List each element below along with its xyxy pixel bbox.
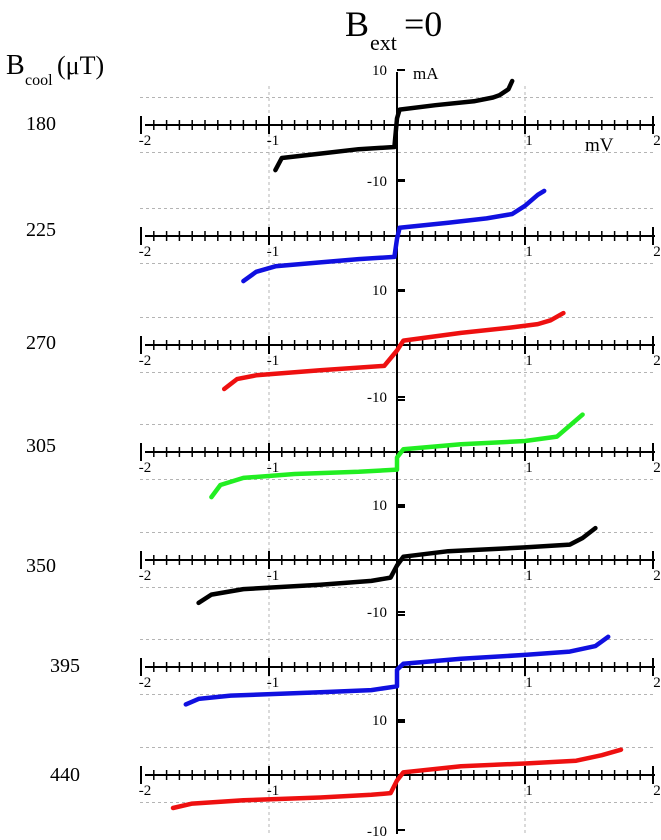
iv-curve-440 <box>170 747 624 811</box>
row-header-sub: cool <box>25 72 53 89</box>
x-tick-label: -2 <box>139 568 152 584</box>
x-tick-label: -2 <box>139 675 152 691</box>
x-tick-label: 1 <box>525 783 533 799</box>
x-tick-label: 1 <box>525 675 533 691</box>
row-header: B cool (μT) <box>6 50 104 89</box>
chart-title: B ext =0 <box>345 4 442 55</box>
x-tick-label: -1 <box>267 675 280 691</box>
x-tick-label: -2 <box>139 353 152 369</box>
x-tick-label: 2 <box>653 244 661 260</box>
iv-curve-225 <box>241 188 547 284</box>
panel-label-bcool: 395 <box>50 655 80 677</box>
x-tick-label: 2 <box>653 353 661 369</box>
x-tick-label: -1 <box>267 244 280 260</box>
row-header-main: B <box>6 50 25 81</box>
iv-curve-395 <box>183 634 611 707</box>
x-tick-label: 2 <box>653 783 661 799</box>
row-header-tail: (μT) <box>57 51 104 80</box>
x-unit-label: mV <box>585 135 614 156</box>
x-tick-label: 1 <box>525 353 533 369</box>
x-tick-label: -1 <box>267 353 280 369</box>
iv-curve-350 <box>196 525 598 606</box>
panel-label-bcool: 350 <box>26 555 56 577</box>
y-tick-label: 10 <box>372 283 387 299</box>
iv-curve-180 <box>273 78 515 173</box>
x-tick-label: -1 <box>267 568 280 584</box>
title-sub: ext <box>370 30 397 55</box>
x-tick-label: 1 <box>525 133 533 149</box>
x-tick-label: -2 <box>139 783 152 799</box>
x-tick-label: 2 <box>653 568 661 584</box>
y-tick-label: -10 <box>367 605 387 621</box>
x-tick-label: -2 <box>139 244 152 260</box>
y-tick-label: 10 <box>372 713 387 729</box>
y-tick-label: 10 <box>372 498 387 514</box>
x-tick-label: -1 <box>267 133 280 149</box>
iv-curves <box>170 78 624 811</box>
x-tick-label: -2 <box>139 460 152 476</box>
tick-and-panel-labels: 10 -10 10 -10 10 -10 10 -10 -2 -1 1 2 180 -2 -1 1 2 225 -2… <box>26 63 661 840</box>
title-tail: =0 <box>404 4 442 44</box>
x-tick-label: 2 <box>653 133 661 149</box>
x-tick-label: 1 <box>525 568 533 584</box>
x-tick-label: -2 <box>139 133 152 149</box>
y-tick-label: -10 <box>367 390 387 406</box>
y-tick-label: 10 <box>372 63 387 79</box>
panel-label-bcool: 225 <box>26 219 56 241</box>
x-tick-label: -1 <box>267 460 280 476</box>
axes <box>140 69 655 834</box>
panel-label-bcool: 305 <box>26 435 56 457</box>
x-tick-label: 1 <box>525 244 533 260</box>
title-main: B <box>345 4 369 44</box>
x-tick-label: 1 <box>525 460 533 476</box>
x-tick-label: 2 <box>653 675 661 691</box>
panel-label-bcool: 180 <box>26 113 56 135</box>
x-tick-label: -1 <box>267 783 280 799</box>
x-tick-label: 2 <box>653 460 661 476</box>
y-tick-label: -10 <box>367 824 387 840</box>
panel-label-bcool: 440 <box>50 764 80 786</box>
y-unit-label: mA <box>413 64 439 83</box>
iv-curve-270 <box>221 310 566 392</box>
panel-label-bcool: 270 <box>26 332 56 354</box>
y-tick-label: -10 <box>367 174 387 190</box>
iv-curve-305 <box>209 412 585 500</box>
